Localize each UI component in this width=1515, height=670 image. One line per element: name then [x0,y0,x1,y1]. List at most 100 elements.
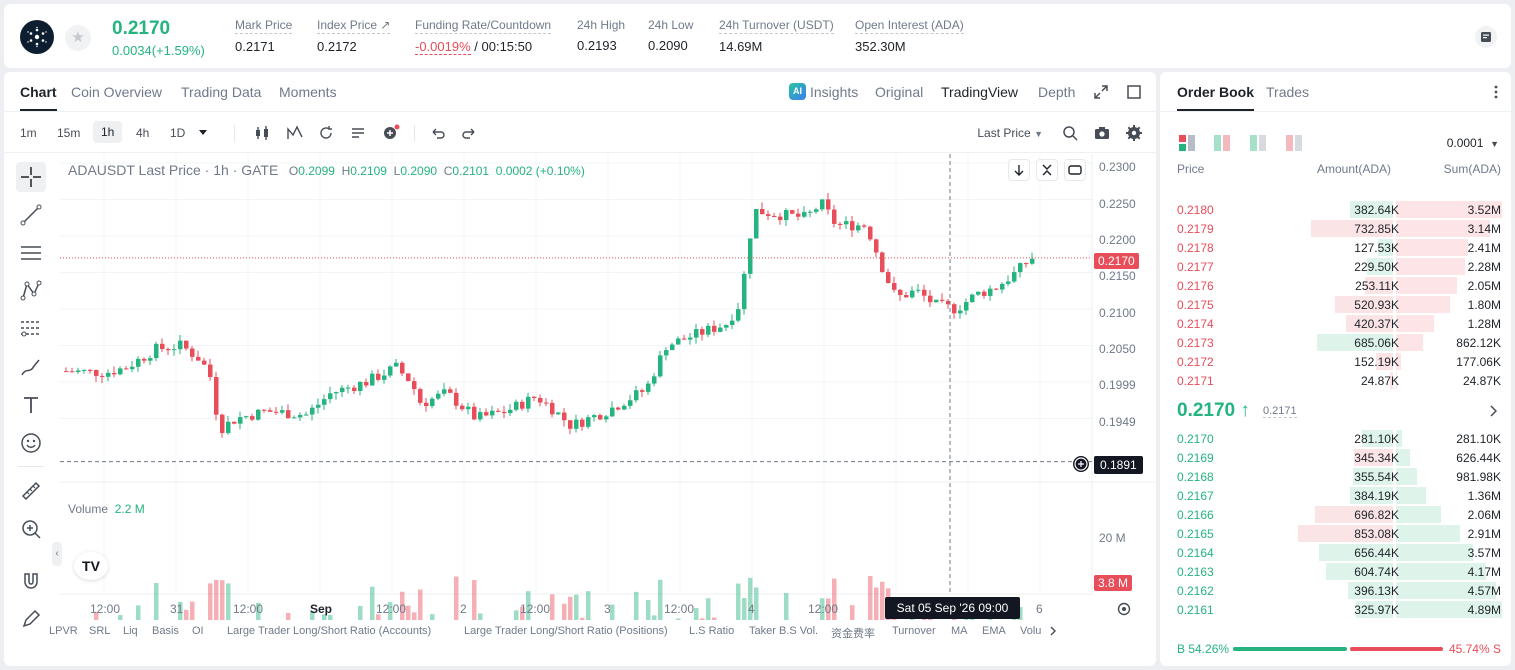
add-alert-icon[interactable] [381,123,401,143]
volume-label[interactable]: Volume [68,502,109,516]
tab-coin-overview[interactable]: Coin Overview [71,84,163,100]
ask-row[interactable]: 0.2178 127.53K 2.41M [1160,238,1511,257]
indicator-liq[interactable]: Liq [123,625,138,637]
indicator-lpvr[interactable]: LPVR [49,625,78,637]
timeframe-1m[interactable]: 1m [20,126,37,140]
indicator-volume[interactable]: Volu [1020,625,1042,637]
tab-order-book[interactable]: Order Book [1177,84,1255,111]
ask-row[interactable]: 0.2172 152.19K 177.06K [1160,352,1511,371]
bid-row[interactable]: 0.2168 355.54K 981.98K [1160,467,1511,486]
brush-tool-icon[interactable] [16,352,46,382]
row-sum: 1.28M [1467,317,1501,331]
indicator-taker-vol[interactable]: Taker B.S Vol. [749,625,819,637]
ask-row[interactable]: 0.2175 520.93K 1.80M [1160,295,1511,314]
pattern-tool-icon[interactable] [16,276,46,306]
ask-row[interactable]: 0.2174 420.37K 1.28M [1160,314,1511,333]
view-depth[interactable]: Depth [1038,84,1076,100]
chevron-right-icon[interactable] [1048,625,1058,637]
bid-row[interactable]: 0.2163 604.74K 4.17M [1160,562,1511,581]
timeframe-dropdown-icon[interactable] [198,129,208,137]
tab-moments[interactable]: Moments [279,84,337,100]
tradingview-logo-icon[interactable]: TV [74,552,108,580]
ask-row[interactable]: 0.2177 229.50K 2.28M [1160,257,1511,276]
timeframe-1h[interactable]: 1h [93,121,123,143]
ruler-tool-icon[interactable] [16,476,46,506]
bid-row[interactable]: 0.2167 384.19K 1.36M [1160,486,1511,505]
view-original[interactable]: Original [875,84,924,100]
trend-line-tool-icon[interactable] [16,200,46,230]
tab-trading-data[interactable]: Trading Data [181,84,262,100]
indicator-turnover[interactable]: Turnover [892,625,936,637]
candle-type-icon[interactable] [252,123,272,143]
indicator-srl[interactable]: SRL [89,625,111,637]
chart-settings-icon[interactable] [1116,601,1132,617]
timeframe-4h[interactable]: 4h [136,126,150,140]
tab-trades[interactable]: Trades [1266,84,1310,100]
indicator-basis[interactable]: Basis [152,625,179,637]
precision-select[interactable]: 0.0001 ▼ [1446,136,1499,150]
bid-row[interactable]: 0.2162 396.13K 4.57M [1160,581,1511,600]
ask-row[interactable]: 0.2171 24.87K 24.87K [1160,371,1511,390]
add-order-plus-icon[interactable] [1072,455,1090,473]
auto-scale-button[interactable] [1064,159,1086,181]
indicator-funding-rate[interactable]: 资金费率 [831,628,875,640]
indicator-ma[interactable]: MA [951,625,968,637]
layout-sell-icon[interactable] [1286,135,1302,151]
bid-row[interactable]: 0.2161 325.97K 4.89M [1160,600,1511,619]
ask-row[interactable]: 0.2179 732.85K 3.14M [1160,219,1511,238]
layout-both-icon[interactable] [1179,135,1195,151]
emoji-tool-icon[interactable] [16,428,46,458]
scroll-to-latest-button[interactable] [1008,159,1030,181]
candle-body [586,417,591,427]
horizontal-lines-tool-icon[interactable] [16,238,46,268]
undo-icon[interactable] [428,123,448,143]
chevron-right-icon[interactable] [1489,405,1497,417]
ask-row[interactable]: 0.2173 685.06K 862.12K [1160,333,1511,352]
document-icon[interactable] [1475,26,1497,48]
price-type-select[interactable]: Last Price ▼ [977,126,1043,140]
redo-icon[interactable] [459,123,479,143]
funding-rate-value[interactable]: -0.0019% [415,39,471,55]
camera-icon[interactable] [1092,123,1112,143]
price-chart[interactable] [4,154,1156,620]
bid-row[interactable]: 0.2166 696.82K 2.06M [1160,505,1511,524]
bid-row[interactable]: 0.2165 853.08K 2.91M [1160,524,1511,543]
templates-icon[interactable] [348,123,368,143]
view-insights[interactable]: Insights [810,84,859,100]
candle-body [184,340,189,349]
compress-button[interactable] [1036,159,1058,181]
layout-bids-icon[interactable] [1214,135,1230,151]
candle-body [226,421,231,434]
replay-icon[interactable] [316,123,336,143]
tab-chart[interactable]: Chart [20,84,57,111]
collapse-toolbar-icon[interactable]: ‹ [52,542,62,566]
bid-row[interactable]: 0.2164 656.44K 3.57M [1160,543,1511,562]
crosshair-tool-icon[interactable] [16,162,46,192]
text-tool-icon[interactable] [16,390,46,420]
bid-row[interactable]: 0.2169 345.34K 626.44K [1160,448,1511,467]
indicators-icon[interactable] [285,123,305,143]
timeframe-15m[interactable]: 15m [57,126,81,140]
zoom-in-tool-icon[interactable] [16,514,46,544]
indicator-large-trader-positions[interactable]: Large Trader Long/Short Ratio (Positions… [464,625,668,637]
favorite-star-icon[interactable]: ★ [65,25,91,51]
timeframe-1d[interactable]: 1D [170,126,186,140]
indicator-ls-ratio[interactable]: L.S Ratio [689,625,735,637]
ask-row[interactable]: 0.2180 382.64K 3.52M [1160,200,1511,219]
fib-tool-icon[interactable] [16,314,46,344]
view-tradingview[interactable]: TradingView [941,84,1019,100]
magnet-tool-icon[interactable] [16,566,46,596]
indicator-ema[interactable]: EMA [982,625,1006,637]
pencil-lock-tool-icon[interactable] [16,604,46,634]
ask-row[interactable]: 0.2176 253.11K 2.05M [1160,276,1511,295]
gear-icon[interactable] [1124,123,1144,143]
indicator-large-trader-accounts[interactable]: Large Trader Long/Short Ratio (Accounts) [227,625,432,637]
indicator-oi[interactable]: OI [192,625,204,637]
search-icon[interactable] [1060,123,1080,143]
bid-row[interactable]: 0.2170 281.10K 281.10K [1160,429,1511,448]
layout-buy-icon[interactable] [1250,135,1266,151]
more-options-icon[interactable] [1493,85,1499,99]
window-icon[interactable] [1127,85,1141,99]
legend-symbol[interactable]: ADAUSDT Last Price · 1h · GATE [68,162,279,178]
fullscreen-icon[interactable] [1094,85,1108,99]
